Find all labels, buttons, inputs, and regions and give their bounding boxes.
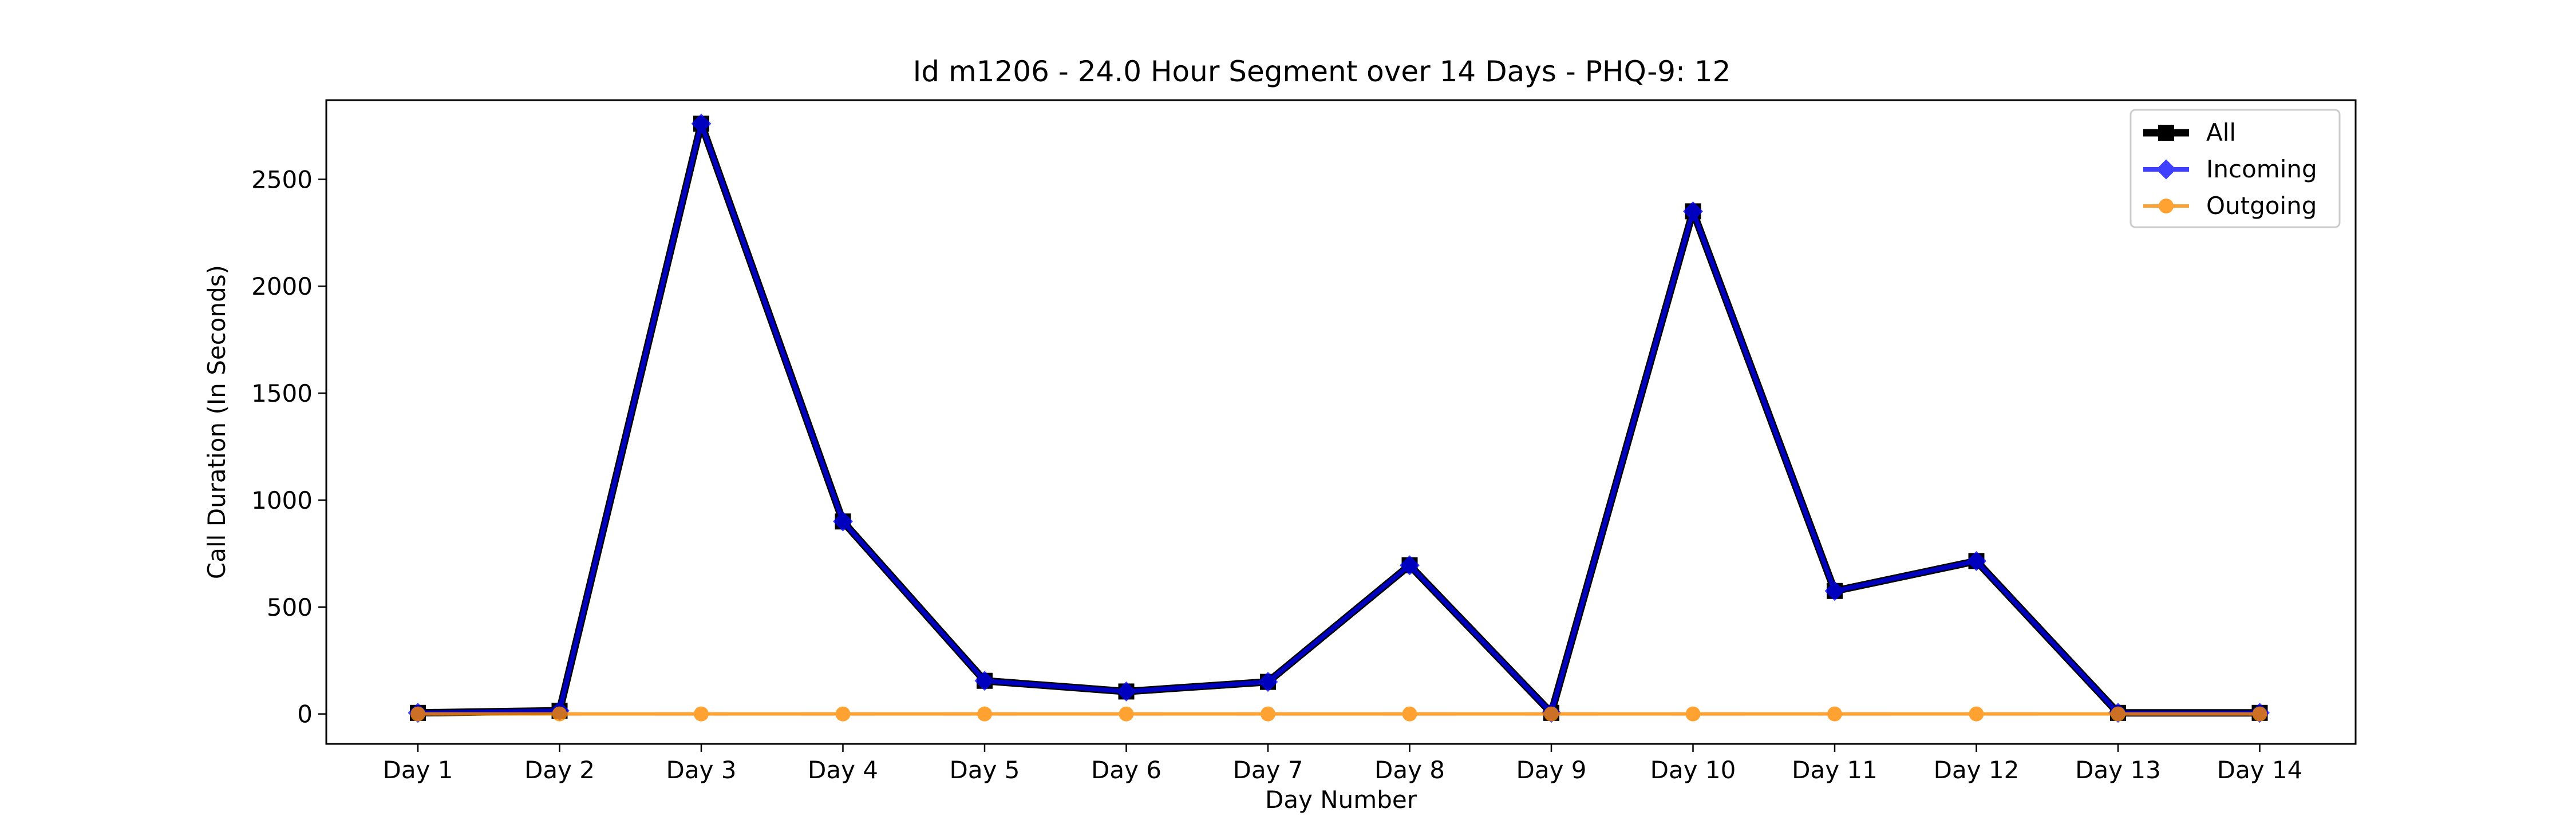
legend-label: All <box>2206 118 2236 146</box>
legend-box <box>2129 109 2341 228</box>
data-point <box>552 706 567 722</box>
data-point <box>833 511 853 532</box>
legend-entry <box>2143 199 2189 213</box>
legend-marker <box>2159 199 2174 213</box>
y-tick-label: 0 <box>297 700 313 728</box>
x-tick-label: Day 3 <box>666 756 736 784</box>
data-point <box>410 706 425 722</box>
x-tick-label: Day 7 <box>1232 756 1303 784</box>
legend: All Incoming Outgoing <box>2129 109 2341 228</box>
chart-title: Id m1206 - 24.0 Hour Segment over 14 Day… <box>913 55 1731 88</box>
x-axis-label: Day Number <box>1265 786 1417 814</box>
x-tick-label: Day 2 <box>524 756 595 784</box>
series-outgoing <box>410 706 2267 722</box>
legend-entry <box>2143 159 2189 180</box>
y-tick-label: 500 <box>267 593 313 621</box>
data-point <box>1824 581 1845 601</box>
x-tick-label: Day 10 <box>1650 756 1736 784</box>
x-tick-label: Day 8 <box>1374 756 1445 784</box>
legend-entry <box>2143 125 2189 141</box>
x-tick-label: Day 6 <box>1091 756 1161 784</box>
legend-label: Outgoing <box>2206 192 2317 220</box>
x-tick-label: Day 5 <box>949 756 1020 784</box>
data-point <box>1544 706 1559 722</box>
legend-marker <box>2158 125 2174 141</box>
data-point <box>1258 672 1278 692</box>
plot-area <box>408 113 2270 723</box>
x-tick-label: Day 4 <box>808 756 878 784</box>
y-tick-label: 2000 <box>251 272 313 300</box>
legend-marker <box>2156 159 2176 180</box>
data-point <box>1683 201 1703 221</box>
y-tick-label: 2500 <box>251 165 313 193</box>
data-point <box>1966 550 1986 571</box>
x-tick-label: Day 1 <box>382 756 453 784</box>
axis-ticks: Day 1 Day 2 Day 3 Day 4 Day 5 Day 6 Day 7 Day 8… <box>251 165 2302 784</box>
y-tick-label: 1500 <box>251 379 313 407</box>
data-point <box>1116 681 1136 702</box>
data-point <box>2252 706 2267 722</box>
data-point <box>2111 706 2125 722</box>
data-point <box>694 706 709 722</box>
data-point <box>1969 706 1984 722</box>
data-point <box>974 671 995 691</box>
axes-frame <box>325 99 2357 745</box>
y-axis-label: Call Duration (In Seconds) <box>203 265 231 579</box>
data-point <box>691 113 712 134</box>
data-point <box>1685 706 1701 722</box>
data-point <box>1400 555 1420 576</box>
data-point <box>835 706 851 722</box>
x-tick-label: Day 11 <box>1792 756 1878 784</box>
data-point <box>977 706 992 722</box>
x-tick-label: Day 13 <box>2075 756 2161 784</box>
data-point <box>1119 706 1134 722</box>
data-point <box>1261 706 1275 722</box>
data-point <box>1827 706 1842 722</box>
x-tick-label: Day 14 <box>2217 756 2303 784</box>
x-tick-label: Day 12 <box>1934 756 2020 784</box>
legend-label: Incoming <box>2206 155 2317 183</box>
data-point <box>1402 706 1417 722</box>
y-tick-label: 1000 <box>251 486 313 514</box>
x-tick-label: Day 9 <box>1516 756 1586 784</box>
series-line <box>417 121 2260 715</box>
